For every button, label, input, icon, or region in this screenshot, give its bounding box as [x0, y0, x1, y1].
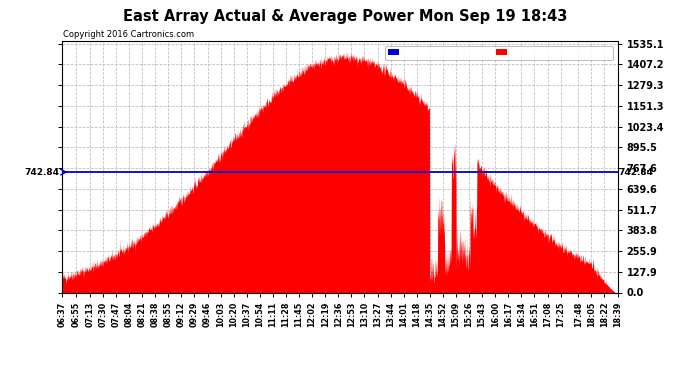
Text: East Array Actual & Average Power Mon Sep 19 18:43: East Array Actual & Average Power Mon Se…: [123, 9, 567, 24]
Text: 742.84: 742.84: [619, 168, 653, 177]
Text: 742.84: 742.84: [24, 168, 59, 177]
Text: Copyright 2016 Cartronics.com: Copyright 2016 Cartronics.com: [63, 30, 194, 39]
Legend: Average  (DC Watts), East Array  (DC Watts): Average (DC Watts), East Array (DC Watts…: [385, 46, 613, 60]
